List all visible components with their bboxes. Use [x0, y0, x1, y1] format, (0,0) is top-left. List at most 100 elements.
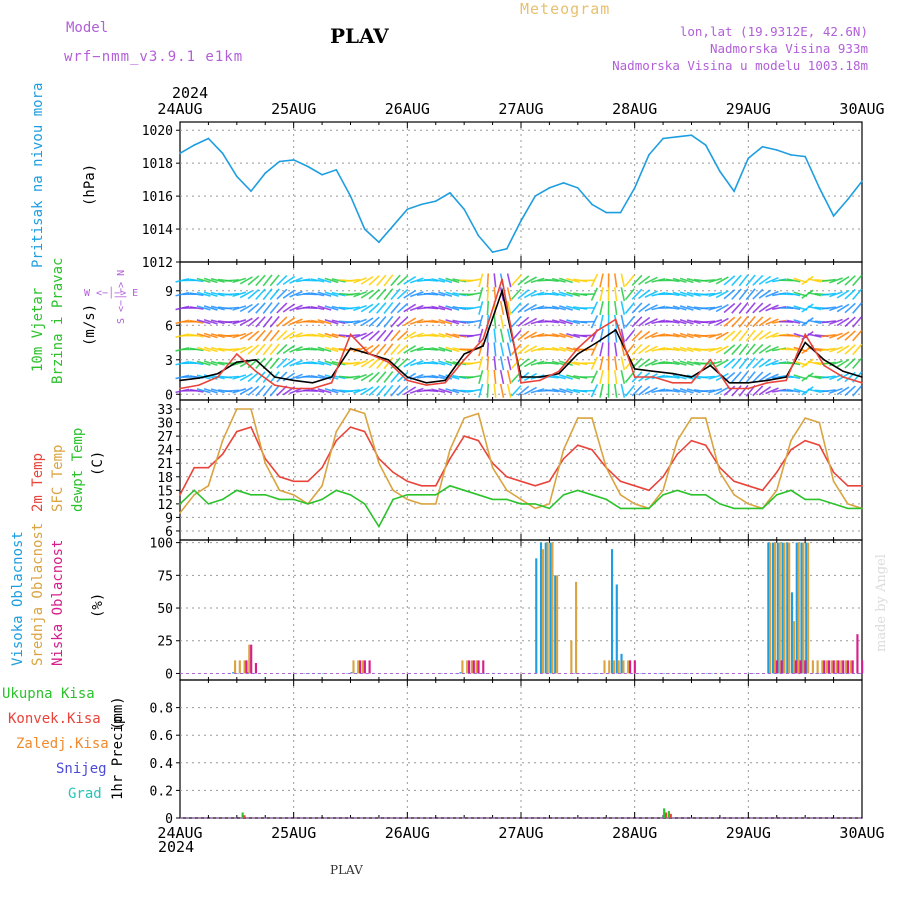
wind-barb [599, 273, 604, 288]
data-point [562, 182, 565, 184]
wind-barb [225, 279, 240, 282]
x-tick-label-bottom: 26AUG [385, 824, 430, 842]
wind-barb [566, 374, 581, 380]
data-point [520, 503, 522, 505]
wind-barb [324, 277, 339, 284]
wind-barb [431, 347, 446, 352]
wind-barb [752, 343, 764, 355]
wind-barb [715, 317, 729, 326]
data-point [704, 417, 707, 419]
wind-barb [452, 388, 467, 393]
wind-barb [438, 360, 453, 366]
data-point [548, 187, 551, 189]
wind-barb [613, 383, 618, 398]
wind-barb [665, 361, 680, 366]
wind-barb [651, 291, 666, 297]
wind-barb [745, 371, 756, 383]
wind-barb [510, 316, 522, 328]
bar [535, 558, 538, 674]
wind-barb [752, 357, 764, 369]
data-point [363, 228, 366, 230]
wind-barb [189, 319, 204, 324]
x-tick-label-top: 28AUG [612, 100, 657, 118]
data-point [761, 489, 764, 492]
data-point [236, 408, 238, 410]
data-point [619, 480, 622, 483]
wind-barb [836, 317, 850, 327]
wind-barb [523, 276, 537, 285]
data-point [207, 466, 210, 469]
wind-barb [638, 344, 651, 355]
wind-barb [445, 346, 460, 353]
wind-barb [852, 302, 863, 314]
wind-barb [310, 305, 325, 311]
bar [781, 542, 784, 674]
wind-barb [613, 369, 618, 385]
bar [658, 673, 661, 674]
data-point [804, 439, 806, 442]
wind-barb [390, 315, 401, 328]
data-point [775, 489, 778, 492]
wind-barb [651, 360, 666, 366]
wind-barb [752, 316, 764, 328]
wind-barb [506, 328, 512, 343]
wind-barb [269, 274, 280, 287]
bar [790, 592, 794, 674]
wind-barb [445, 388, 460, 394]
wind-barb [403, 358, 417, 368]
wind-barb [409, 360, 424, 367]
wind-barb [731, 371, 742, 383]
wind-barb [715, 386, 729, 395]
wind-barb [331, 347, 346, 352]
wind-barb [255, 316, 266, 328]
wind-barb [590, 273, 599, 288]
data-point [633, 187, 636, 189]
wind-barb [431, 360, 446, 366]
wind-barb [409, 304, 424, 312]
data-point [250, 494, 252, 496]
wind-barb [499, 383, 505, 398]
data-point [577, 444, 579, 446]
wind-barb [383, 343, 394, 356]
wind-barb [262, 288, 273, 301]
wind-barb [232, 388, 247, 394]
data-point [804, 333, 806, 336]
bar [556, 575, 559, 674]
wind-barb [613, 287, 618, 302]
bar [440, 673, 443, 674]
wind-barb [196, 332, 211, 339]
wind-barb [478, 383, 484, 398]
data-point [387, 361, 390, 363]
data-point [505, 475, 508, 478]
wind-barb [431, 388, 446, 394]
data-point [420, 485, 423, 487]
data-point [392, 471, 394, 474]
data-point [335, 439, 338, 442]
data-point [193, 144, 196, 146]
wind-barb [452, 292, 467, 297]
wind-barb [686, 277, 701, 283]
data-point [250, 426, 252, 428]
wind-barb [486, 383, 490, 398]
data-point [804, 417, 806, 419]
wind-barb [731, 316, 742, 328]
wind-barb [551, 291, 566, 297]
wind-barb [360, 331, 374, 341]
wind-barb [239, 372, 253, 382]
data-point [236, 430, 238, 433]
wind-barb [210, 319, 225, 325]
wind-barb [665, 292, 680, 297]
wind-barb [523, 359, 537, 368]
data-point [449, 448, 451, 451]
bar [851, 660, 854, 674]
wind-barb [624, 384, 635, 397]
bar [236, 673, 239, 674]
wind-barb [765, 359, 779, 367]
data-point [463, 358, 465, 361]
wind-barb [232, 332, 247, 339]
bar [250, 644, 253, 674]
wind-barb [493, 383, 497, 398]
data-point [449, 457, 451, 460]
wind-barb [686, 291, 701, 297]
wind-barb [409, 332, 424, 339]
